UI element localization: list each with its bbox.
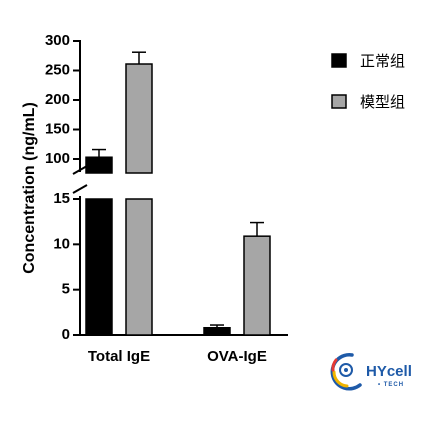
y-tick-label: 300 [45, 32, 70, 49]
logo-swirl-icon [330, 353, 362, 391]
y-axis [72, 40, 88, 335]
y-axis-label: Concentration (ng/mL) [21, 102, 38, 274]
y-ticks: 0 5 10 15 100 150 200 250 300 [45, 32, 80, 343]
y-tick-label: 250 [45, 61, 70, 78]
bar [85, 156, 113, 174]
y-tick-label: 150 [45, 120, 70, 137]
y-tick-label: 15 [53, 190, 70, 207]
logo-text: HYcell [366, 363, 412, 380]
y-tick-label: 200 [45, 91, 70, 108]
bar-lower-segment [85, 198, 113, 336]
legend-label-normal: 正常组 [360, 52, 405, 70]
x-category-label: OVA-IgE [207, 348, 267, 365]
y-tick-label: 100 [45, 150, 70, 167]
bars [85, 51, 271, 336]
logo-subtext: • TECH [378, 382, 404, 388]
bar [243, 235, 271, 336]
x-category-label: Total IgE [88, 348, 150, 365]
y-tick-label: 0 [62, 326, 70, 343]
legend-swatch-model [331, 94, 347, 109]
bar-lower-segment [125, 198, 153, 336]
legend-label-model: 模型组 [360, 93, 405, 111]
legend-swatch-normal [331, 53, 347, 68]
bar [203, 326, 231, 336]
bar [125, 63, 153, 174]
category-labels: Total IgE OVA-IgE [88, 348, 267, 365]
hycell-logo: HYcell • TECH [330, 353, 412, 391]
y-tick-label: 5 [62, 281, 70, 298]
axis-break-mark [72, 165, 88, 194]
legend: 正常组 模型组 [331, 52, 405, 111]
y-tick-label: 10 [53, 235, 70, 252]
